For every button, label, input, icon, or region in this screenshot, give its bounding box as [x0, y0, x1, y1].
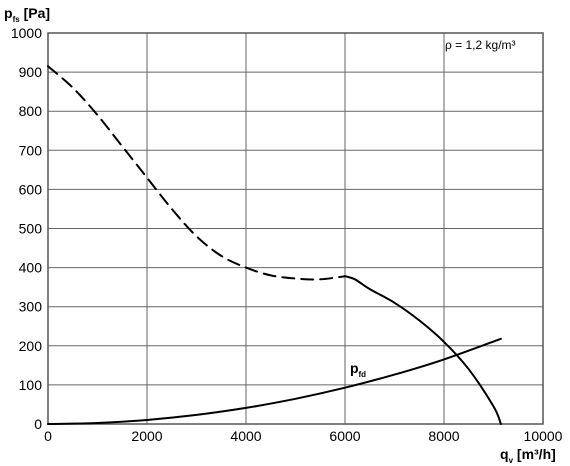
y-tick-label: 700 — [19, 142, 43, 158]
y-tick-label: 800 — [19, 103, 43, 119]
y-axis-title: pfs [Pa] — [4, 5, 50, 24]
y-tick-label: 900 — [19, 64, 43, 80]
tick-labels: 0 2000 4000 6000 8000 10000 0 100 200 300 400 500 60… — [11, 25, 563, 444]
y-tick-label: 0 — [34, 416, 42, 432]
series-line-2 — [344, 275, 502, 425]
y-tick-label: 200 — [19, 338, 43, 354]
y-tick-label: 300 — [19, 299, 43, 315]
x-axis-title: qv [m³/h] — [500, 446, 556, 465]
plot-frame — [47, 32, 544, 425]
y-tick-label: 400 — [19, 260, 43, 276]
x-tick-label: 6000 — [329, 428, 360, 444]
x-tick-label: 10000 — [524, 428, 563, 444]
density-annotation: ρ = 1,2 kg/m³ — [445, 38, 516, 52]
series-line-3 — [47, 337, 502, 425]
series-label-pfd: pfd — [350, 360, 366, 379]
x-tick-label: 4000 — [230, 428, 261, 444]
grid-lines — [48, 33, 543, 424]
x-tick-label: 8000 — [428, 428, 459, 444]
y-tick-label: 600 — [19, 181, 43, 197]
x-tick-label: 2000 — [131, 428, 162, 444]
series-line-1 — [47, 65, 346, 281]
y-tick-label: 500 — [19, 221, 43, 237]
series-layer — [47, 65, 502, 425]
y-tick-label: 100 — [19, 377, 43, 393]
y-tick-label: 1000 — [11, 25, 42, 41]
x-tick-label: 0 — [44, 428, 52, 444]
